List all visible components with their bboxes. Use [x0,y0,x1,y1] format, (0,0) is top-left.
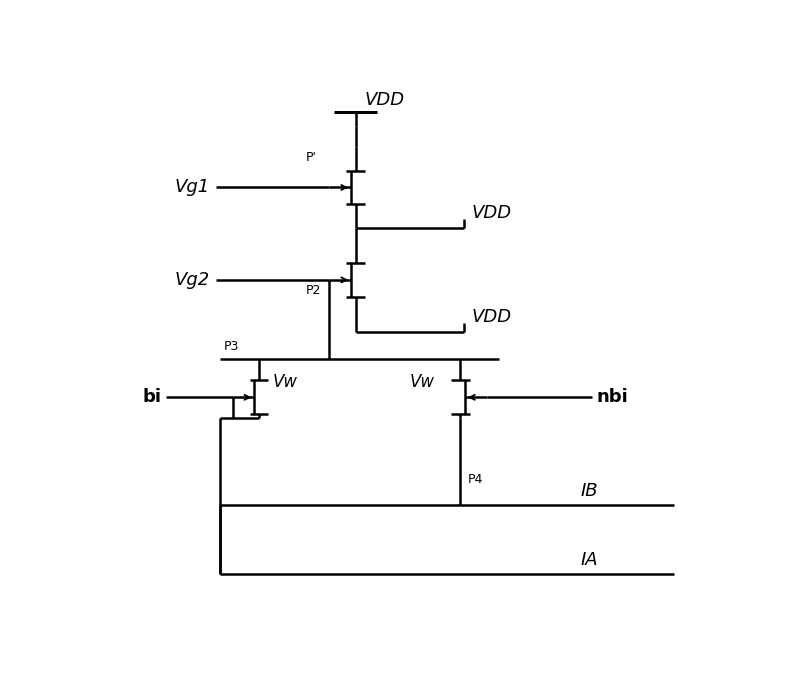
Text: bi: bi [142,388,162,406]
Text: nbi: nbi [597,388,629,406]
Text: VDD: VDD [365,91,405,109]
Text: VDD: VDD [472,308,512,326]
Text: P': P' [306,151,316,164]
Text: Vg2: Vg2 [175,271,210,289]
Text: P4: P4 [468,473,483,486]
Text: P2: P2 [306,283,321,297]
Text: VDD: VDD [472,204,512,222]
Text: IB: IB [581,482,598,500]
Text: Vw: Vw [410,373,435,391]
Text: Vg1: Vg1 [175,179,210,197]
Text: IA: IA [581,551,598,569]
Text: P3: P3 [224,340,239,353]
Text: Vw: Vw [273,373,298,391]
